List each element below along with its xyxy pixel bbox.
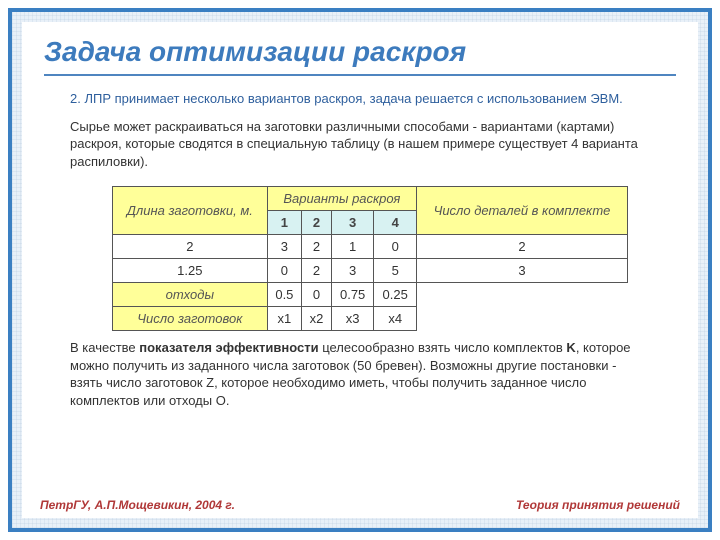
table-row-waste: отходы 0.5 0 0.75 0.25 <box>113 283 628 307</box>
cell: 3 <box>267 235 302 259</box>
cell: x4 <box>374 307 417 331</box>
slide-outer-frame: Задача оптимизации раскроя 2. ЛПР приним… <box>8 8 712 532</box>
bold-text: K <box>566 340 575 355</box>
row-head: 1.25 <box>113 259 268 283</box>
row-head: 2 <box>113 235 268 259</box>
cell: 0.25 <box>374 283 417 307</box>
variant-col-4: 4 <box>374 211 417 235</box>
cell: 0 <box>302 283 332 307</box>
cell: 1 <box>331 235 374 259</box>
table-header-row-1: Длина заготовки, м. Варианты раскроя Чис… <box>113 187 628 211</box>
table-row-count: Число заготовок x1 x2 x3 x4 <box>113 307 628 331</box>
cell: 0 <box>374 235 417 259</box>
cell: 2 <box>302 259 332 283</box>
text: В качестве <box>70 340 139 355</box>
cell: 3 <box>331 259 374 283</box>
empty-cell <box>416 283 627 307</box>
cell: x1 <box>267 307 302 331</box>
col-variants-header: Варианты раскроя <box>267 187 416 211</box>
cell: 3 <box>416 259 627 283</box>
cell: x2 <box>302 307 332 331</box>
lead-paragraph: 2. ЛПР принимает несколько вариантов рас… <box>22 86 698 116</box>
footer-left: ПетрГУ, А.П.Мощевикин, 2004 г. <box>40 498 235 512</box>
body-paragraph-2: В качестве показателя эффективности целе… <box>22 337 698 419</box>
cell: x3 <box>331 307 374 331</box>
cutting-table-wrap: Длина заготовки, м. Варианты раскроя Чис… <box>22 180 698 337</box>
cell: 0.75 <box>331 283 374 307</box>
cell: 2 <box>416 235 627 259</box>
cell: 5 <box>374 259 417 283</box>
table-row: 1.25 0 2 3 5 3 <box>113 259 628 283</box>
variant-col-2: 2 <box>302 211 332 235</box>
footer-right: Теория принятия решений <box>516 498 680 512</box>
cell: 0 <box>267 259 302 283</box>
cell: 0.5 <box>267 283 302 307</box>
slide-title: Задача оптимизации раскроя <box>22 22 698 74</box>
col-count-header: Число деталей в комплекте <box>416 187 627 235</box>
row-head-waste: отходы <box>113 283 268 307</box>
empty-cell <box>416 307 627 331</box>
cell: 2 <box>302 235 332 259</box>
slide-footer: ПетрГУ, А.П.Мощевикин, 2004 г. Теория пр… <box>22 498 698 512</box>
body-paragraph-1: Сырье может раскраиваться на заготовки р… <box>22 116 698 181</box>
row-head-count: Число заготовок <box>113 307 268 331</box>
table-row: 2 3 2 1 0 2 <box>113 235 628 259</box>
variant-col-3: 3 <box>331 211 374 235</box>
col-length-header: Длина заготовки, м. <box>113 187 268 235</box>
slide-inner: Задача оптимизации раскроя 2. ЛПР приним… <box>22 22 698 518</box>
title-divider <box>44 74 676 76</box>
bold-text: показателя эффективности <box>139 340 318 355</box>
cutting-table: Длина заготовки, м. Варианты раскроя Чис… <box>112 186 628 331</box>
text: целесообразно взять число комплектов <box>319 340 567 355</box>
variant-col-1: 1 <box>267 211 302 235</box>
